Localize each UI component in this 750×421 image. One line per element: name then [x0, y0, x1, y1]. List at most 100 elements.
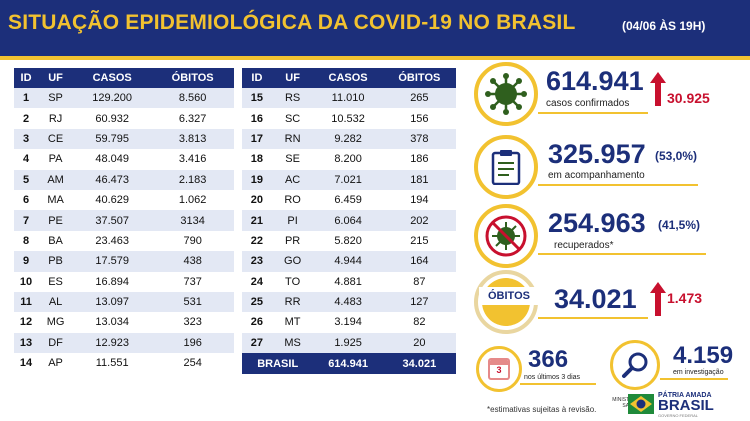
cell-casos: 9.282 — [313, 128, 383, 150]
last3-underline — [520, 383, 596, 385]
table-row: 2 RJ 60.932 6.327 — [14, 108, 234, 129]
cell-id: 1 — [14, 88, 39, 109]
cell-id: 24 — [242, 271, 272, 292]
recovered-underline — [538, 253, 706, 255]
calendar-number: 3 — [496, 365, 502, 375]
table-row: 16 SC 10.532 156 — [242, 108, 456, 129]
logo-bottom-text: GOVERNO FEDERAL — [658, 413, 699, 418]
cell-id: 9 — [14, 251, 39, 272]
monitoring-circle — [474, 135, 538, 199]
estimates-note: *estimativas sujeitas à revisão. — [487, 405, 597, 414]
cell-obitos: 2.183 — [151, 169, 234, 190]
calendar-icon: 3 — [488, 358, 510, 380]
table-row: 22 PR 5.820 215 — [242, 230, 456, 252]
table-row: 3 CE 59.795 3.813 — [14, 128, 234, 150]
cell-obitos: 3.813 — [151, 128, 234, 150]
states-table-left: ID UF CASOS ÓBITOS 1 SP 129.200 8.560 2 RJ 60.… — [14, 68, 234, 374]
cell-obitos: 737 — [151, 271, 234, 292]
cell-casos: 11.010 — [313, 88, 383, 109]
table-row: 13 DF 12.923 196 — [14, 332, 234, 354]
recovered-pct: (41,5%) — [658, 218, 701, 232]
cell-obitos: 20 — [382, 332, 456, 354]
cell-uf: PE — [38, 210, 74, 231]
monitoring-value: 325.957 — [548, 139, 646, 169]
table-row: 8 BA 23.463 790 — [14, 230, 234, 252]
deaths-underline — [538, 317, 648, 319]
confirmed-value: 614.941 — [546, 66, 644, 96]
cell-id: 11 — [14, 291, 39, 313]
table-row: 19 AC 7.021 181 — [242, 169, 456, 190]
cell-uf: MS — [271, 332, 314, 354]
cell-obitos: 438 — [151, 251, 234, 272]
cell-uf: RO — [271, 189, 314, 211]
cell-id: 10 — [14, 271, 39, 292]
cell-obitos: 323 — [151, 312, 234, 333]
virus-icon — [485, 73, 527, 115]
cell-uf: GO — [271, 251, 314, 272]
table-row: 17 RN 9.282 378 — [242, 128, 456, 150]
last3-value: 366 — [528, 346, 569, 373]
table-row: 14 AP 11.551 254 — [14, 353, 234, 374]
cell-casos: 13.034 — [73, 312, 152, 333]
cell-uf: TO — [271, 271, 314, 292]
cell-obitos: 164 — [382, 251, 456, 272]
cell-uf: AP — [38, 353, 74, 374]
total-obitos: 34.021 — [382, 353, 456, 375]
up-arrow-icon — [650, 282, 666, 316]
table-row: 6 MA 40.629 1.062 — [14, 189, 234, 211]
investigation-underline — [660, 378, 728, 380]
cell-uf: PR — [271, 230, 314, 252]
cell-casos: 6.064 — [313, 210, 383, 231]
cell-obitos: 254 — [151, 353, 234, 374]
cell-obitos: 156 — [382, 108, 456, 129]
table-row: 23 GO 4.944 164 — [242, 251, 456, 272]
cell-uf: MA — [38, 189, 74, 211]
investigation-circle — [610, 340, 660, 390]
cell-obitos: 215 — [382, 230, 456, 252]
cell-uf: DF — [38, 332, 74, 354]
cell-id: 16 — [242, 108, 272, 129]
cell-casos: 48.049 — [73, 149, 152, 170]
deaths-value: 34.021 — [554, 284, 637, 314]
table-row: 21 PI 6.064 202 — [242, 210, 456, 231]
col-header-obitos: ÓBITOS — [382, 68, 456, 88]
cell-obitos: 194 — [382, 189, 456, 211]
brasil-logo: PÁTRIA AMADA BRASIL GOVERNO FEDERAL — [658, 392, 714, 418]
last3-circle: 3 — [476, 346, 522, 392]
cell-id: 4 — [14, 149, 39, 170]
cell-obitos: 6.327 — [151, 108, 234, 129]
cell-uf: PI — [271, 210, 314, 231]
header-banner: SITUAÇÃO EPIDEMIOLÓGICA DA COVID-19 NO B… — [0, 0, 750, 56]
cell-obitos: 378 — [382, 128, 456, 150]
brazil-flag-icon — [628, 394, 654, 414]
recovered-circle — [474, 204, 538, 268]
cell-obitos: 790 — [151, 230, 234, 252]
cell-id: 5 — [14, 169, 39, 190]
cell-uf: ES — [38, 271, 74, 292]
cell-uf: RN — [271, 128, 314, 150]
table-row: 27 MS 1.925 20 — [242, 332, 456, 354]
table-row: 7 PE 37.507 3134 — [14, 210, 234, 231]
cell-uf: SE — [271, 149, 314, 170]
cell-obitos: 127 — [382, 291, 456, 313]
cell-casos: 6.459 — [313, 189, 383, 211]
col-header-id: ID — [242, 68, 272, 88]
cell-obitos: 181 — [382, 169, 456, 190]
cell-id: 19 — [242, 169, 272, 190]
page-title: SITUAÇÃO EPIDEMIOLÓGICA DA COVID-19 NO B… — [8, 11, 576, 34]
cell-casos: 46.473 — [73, 169, 152, 190]
cell-id: 20 — [242, 189, 272, 211]
table-header-row: ID UF CASOS ÓBITOS — [14, 68, 234, 88]
total-label: BRASIL — [242, 353, 314, 375]
cell-obitos: 202 — [382, 210, 456, 231]
up-arrow-icon — [650, 72, 666, 106]
recovered-label: recuperados* — [554, 240, 614, 251]
table-row: 20 RO 6.459 194 — [242, 189, 456, 211]
table-row: 5 AM 46.473 2.183 — [14, 169, 234, 190]
table-row: 4 PA 48.049 3.416 — [14, 149, 234, 170]
cell-id: 12 — [14, 312, 39, 333]
cell-casos: 40.629 — [73, 189, 152, 211]
cell-casos: 4.881 — [313, 271, 383, 292]
cell-id: 22 — [242, 230, 272, 252]
cell-obitos: 196 — [151, 332, 234, 354]
